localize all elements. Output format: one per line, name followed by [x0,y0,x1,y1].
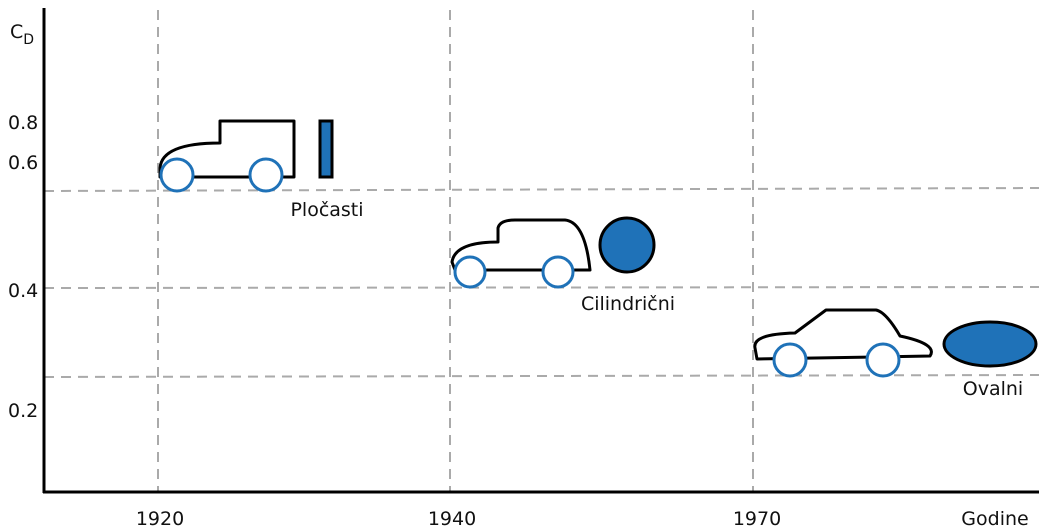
wheel [159,157,195,193]
y-tick-label: 0.6 [8,152,38,174]
symbol: C [10,21,23,43]
oval-shape [942,320,1038,368]
car-1920 [158,119,334,193]
x-tick-label: 1970 [733,508,781,530]
grid-line [43,286,1039,289]
grid-line [43,374,1039,378]
wheel [248,157,284,193]
grid-line [43,187,1039,192]
x-axis-label: Godine [961,508,1028,530]
wheel [541,255,575,289]
y-tick-label: 0.2 [8,400,38,422]
grid [43,10,1039,492]
x-tick-label: 1940 [428,508,476,530]
x-tick-label: 1920 [136,508,184,530]
wheel [453,255,487,289]
y-axis-label: CD [10,21,34,48]
shape-label: Cilindrični [581,293,675,315]
car-1940 [450,216,656,289]
y-tick-label: 0.8 [8,112,38,134]
flat-shape [318,119,334,179]
y-tick-label: 0.4 [8,280,38,302]
shape-label: Ovalni [963,378,1023,400]
cylinder-shape [598,216,656,274]
subscript: D [23,32,34,48]
wheel [865,342,901,378]
car-1970 [753,308,1038,378]
wheel [772,342,808,378]
shape-label: Pločasti [290,199,363,221]
